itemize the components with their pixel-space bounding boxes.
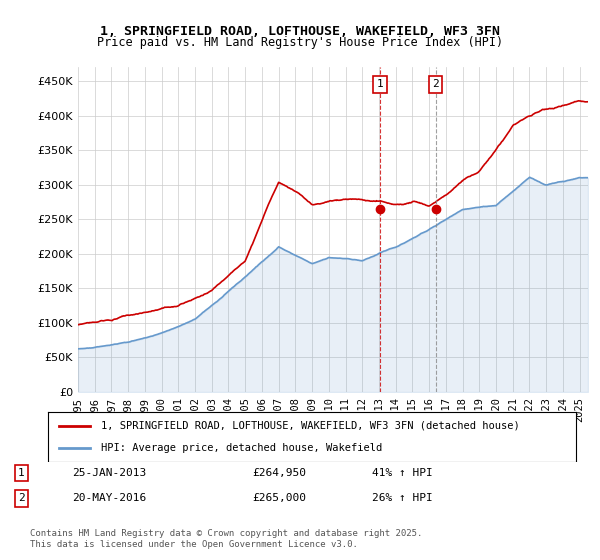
Text: 41% ↑ HPI: 41% ↑ HPI [372,468,433,478]
Text: 25-JAN-2013: 25-JAN-2013 [72,468,146,478]
Text: £264,950: £264,950 [252,468,306,478]
Text: £265,000: £265,000 [252,493,306,503]
Text: Price paid vs. HM Land Registry's House Price Index (HPI): Price paid vs. HM Land Registry's House … [97,36,503,49]
Text: 20-MAY-2016: 20-MAY-2016 [72,493,146,503]
Text: Contains HM Land Registry data © Crown copyright and database right 2025.
This d: Contains HM Land Registry data © Crown c… [30,529,422,549]
Text: 1, SPRINGFIELD ROAD, LOFTHOUSE, WAKEFIELD, WF3 3FN: 1, SPRINGFIELD ROAD, LOFTHOUSE, WAKEFIEL… [100,25,500,38]
Text: 2: 2 [432,80,439,90]
Text: 26% ↑ HPI: 26% ↑ HPI [372,493,433,503]
Text: 2: 2 [18,493,25,503]
Text: 1: 1 [377,80,383,90]
Text: 1, SPRINGFIELD ROAD, LOFTHOUSE, WAKEFIELD, WF3 3FN (detached house): 1, SPRINGFIELD ROAD, LOFTHOUSE, WAKEFIEL… [101,421,520,431]
Text: HPI: Average price, detached house, Wakefield: HPI: Average price, detached house, Wake… [101,443,382,453]
Text: 1: 1 [18,468,25,478]
